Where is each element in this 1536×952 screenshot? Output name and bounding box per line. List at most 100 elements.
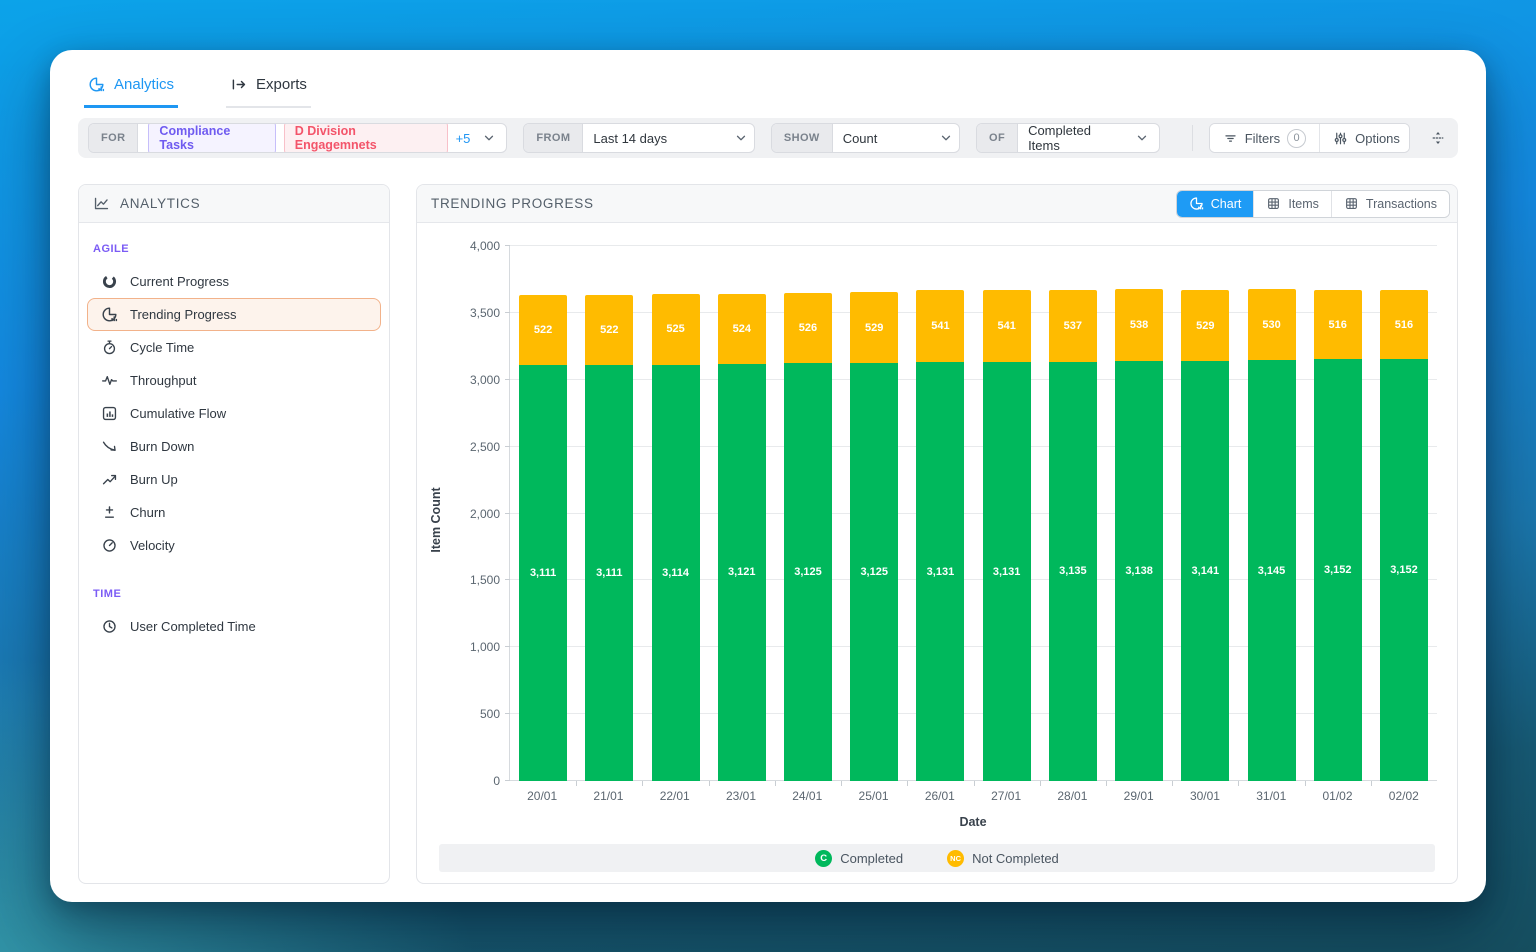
- bar-segment-not-completed[interactable]: 524: [717, 293, 766, 364]
- bar-segment-completed[interactable]: 3,131: [916, 362, 965, 781]
- bar-value-label: 3,141: [1191, 564, 1220, 577]
- legend-label: Completed: [840, 850, 904, 866]
- bar-segment-not-completed[interactable]: 529: [1181, 290, 1230, 361]
- divider: [1191, 125, 1193, 151]
- view-tab-items[interactable]: Items: [1253, 190, 1331, 217]
- x-tick-label: 27/01: [991, 789, 1022, 803]
- bar-value-label: 3,111: [529, 566, 557, 579]
- gridline: [510, 780, 1437, 781]
- sidebar-item-user-completed-time[interactable]: User Completed Time: [87, 610, 381, 643]
- bar-segment-not-completed[interactable]: 541: [916, 289, 965, 363]
- x-tick-mark: [907, 781, 909, 786]
- bar-value-label: 3,135: [1059, 565, 1087, 578]
- bar-segment-completed[interactable]: 3,131: [982, 362, 1031, 781]
- filter-chip-division-engagements[interactable]: D Division Engagemnets: [283, 124, 448, 152]
- bar-segment-not-completed[interactable]: 522: [519, 295, 568, 365]
- sidebar-item-velocity[interactable]: Velocity: [87, 529, 381, 562]
- sidebar-header: ANALYTICS: [79, 185, 389, 223]
- stacked-bar: 522 3,111: [585, 295, 634, 781]
- sidebar-item-burn-down[interactable]: Burn Down: [87, 430, 381, 463]
- y-axis-title: Item Count: [429, 487, 443, 553]
- bar-segment-not-completed[interactable]: 541: [982, 289, 1031, 363]
- bar-segment-completed[interactable]: 3,121: [717, 363, 766, 781]
- tab-exports[interactable]: Exports: [226, 76, 311, 108]
- sidebar-item-cumulative-flow[interactable]: Cumulative Flow: [87, 397, 381, 430]
- bar-segment-completed[interactable]: 3,114: [651, 364, 700, 781]
- more-chips-count[interactable]: +5: [455, 130, 471, 146]
- x-tick-label: 29/01: [1123, 789, 1154, 803]
- sidebar-item-cycle-time[interactable]: Cycle Time: [87, 331, 381, 364]
- bar-segment-completed[interactable]: 3,111: [519, 364, 568, 781]
- x-tick-label: 26/01: [924, 789, 955, 803]
- bar-segment-completed[interactable]: 3,145: [1247, 360, 1296, 781]
- y-tick-mark: [505, 646, 510, 648]
- bar-segment-not-completed[interactable]: 526: [783, 292, 832, 364]
- trending-progress-panel: TRENDING PROGRESS Chart Items: [416, 184, 1458, 884]
- bar-value-label: 541: [997, 320, 1016, 333]
- bar-segment-completed[interactable]: 3,125: [783, 363, 832, 781]
- sidebar-item-trending-progress[interactable]: Trending Progress: [87, 298, 381, 331]
- bar-segment-not-completed[interactable]: 530: [1247, 289, 1296, 361]
- bar-segment-completed[interactable]: 3,135: [1048, 361, 1097, 781]
- view-tab-chart[interactable]: Chart: [1176, 190, 1254, 217]
- legend-badge: C: [815, 849, 833, 867]
- bar-segment-not-completed[interactable]: 516: [1379, 290, 1428, 360]
- bar-segment-completed[interactable]: 3,141: [1181, 360, 1230, 781]
- export-arrow-icon: [230, 76, 247, 93]
- bar-segment-completed[interactable]: 3,152: [1313, 359, 1362, 781]
- show-select[interactable]: Count: [833, 124, 959, 152]
- bar-segment-completed[interactable]: 3,125: [850, 363, 899, 781]
- gridline: [510, 713, 1437, 715]
- y-tick-mark: [505, 245, 510, 246]
- x-tick-label: 28/01: [1057, 789, 1088, 803]
- stopwatch-icon: [101, 339, 118, 356]
- bar-column: 541 3,131: [974, 246, 1040, 781]
- bar-segment-not-completed[interactable]: 538: [1115, 289, 1164, 362]
- stacked-bar: 529 3,125: [850, 292, 899, 781]
- bar-segment-completed[interactable]: 3,152: [1379, 359, 1428, 781]
- options-label: Options: [1355, 130, 1400, 146]
- x-tick-label: 23/01: [725, 789, 756, 803]
- bar-segment-not-completed[interactable]: 525: [651, 294, 700, 365]
- bar-segment-completed[interactable]: 3,111: [585, 364, 634, 781]
- options-button[interactable]: Options: [1319, 124, 1409, 152]
- bar-segment-not-completed[interactable]: 529: [850, 292, 899, 364]
- legend-item-not-completed[interactable]: NC Not Completed: [947, 849, 1059, 867]
- bar-segment-not-completed[interactable]: 516: [1313, 290, 1362, 360]
- stacked-bar: 537 3,135: [1048, 289, 1097, 781]
- expand-vertical-button[interactable]: [1426, 126, 1450, 150]
- stacked-bar: 541 3,131: [982, 289, 1031, 781]
- view-tab-transactions[interactable]: Transactions: [1330, 190, 1449, 217]
- bar-value-label: 525: [666, 323, 685, 336]
- from-select[interactable]: Last 14 days: [583, 124, 753, 152]
- stacked-bar: 529 3,141: [1181, 290, 1230, 781]
- show-filter-group: SHOW Count: [770, 123, 960, 153]
- pie-bars-icon: [101, 306, 118, 323]
- legend-item-completed[interactable]: C Completed: [815, 849, 904, 867]
- filters-button[interactable]: Filters 0: [1209, 124, 1320, 152]
- stacked-bar: 526 3,125: [783, 292, 832, 781]
- x-tick-mark: [1172, 781, 1174, 786]
- sidebar-section-label: AGILE: [93, 243, 130, 255]
- bar-column: 538 3,138: [1106, 246, 1172, 781]
- bar-segment-not-completed[interactable]: 522: [585, 295, 634, 365]
- bar-segment-not-completed[interactable]: 537: [1048, 289, 1097, 362]
- x-tick-mark: [841, 781, 843, 786]
- bar-column: 526 3,125: [775, 246, 841, 781]
- bar-value-label: 3,152: [1323, 564, 1352, 577]
- y-tick-mark: [505, 579, 510, 581]
- y-tick-mark: [505, 378, 510, 380]
- sidebar-item-throughput[interactable]: Throughput: [87, 364, 381, 397]
- filter-chip-compliance-tasks[interactable]: Compliance Tasks: [148, 124, 276, 152]
- sidebar-item-current-progress[interactable]: Current Progress: [87, 265, 381, 298]
- for-value[interactable]: Compliance Tasks D Division Engagemnets …: [138, 124, 506, 152]
- plot-area: 0 500 1,000 1,500 2,000 2,500 3,000 3,500 4,000 5…: [470, 239, 1437, 788]
- bar-value-label: 3,138: [1125, 565, 1153, 578]
- sidebar-item-churn[interactable]: Churn: [87, 496, 381, 529]
- sidebar-item-burn-up[interactable]: Burn Up: [87, 463, 381, 496]
- of-select[interactable]: Completed Items: [1018, 124, 1159, 152]
- bar-segment-completed[interactable]: 3,138: [1115, 361, 1164, 781]
- y-tick-mark: [505, 311, 510, 313]
- from-filter-group: FROM Last 14 days: [523, 123, 755, 153]
- tab-analytics[interactable]: Analytics: [84, 76, 179, 108]
